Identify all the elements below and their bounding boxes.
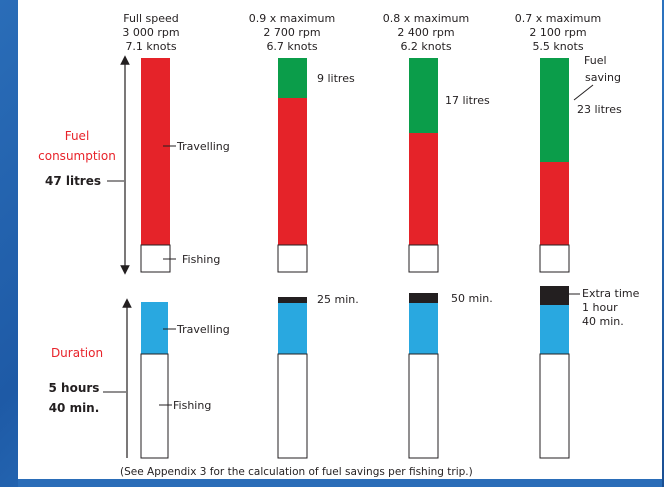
fuel-bar-3-saving <box>409 58 438 133</box>
duration-bar-2 <box>277 297 308 459</box>
column-2-knots: 6.7 knots <box>266 40 317 53</box>
fuel-bar-2-travelling <box>278 98 307 245</box>
duration-bar-3-travelling <box>409 303 438 354</box>
footnote: (See Appendix 3 for the calculation of f… <box>120 466 473 478</box>
fuel-bar-2-saving <box>278 58 307 98</box>
duration-total-line2: 40 min. <box>49 401 100 415</box>
column-header-4: 0.7 x maximum 2 100 rpm 5.5 knots <box>515 12 601 53</box>
fuel-bar-3 <box>408 58 439 273</box>
fuel-bar-2 <box>277 58 308 273</box>
column-4-speed: 0.7 x maximum <box>515 12 601 25</box>
fuel-saving-word-line1: Fuel <box>584 54 607 67</box>
duration-extra-time-line3: 40 min. <box>582 315 624 328</box>
duration-bar-2-fishing <box>277 353 308 459</box>
fuel-saving-leader <box>573 84 594 101</box>
duration-bar-3-fishing <box>408 353 439 459</box>
fuel-travelling-label: Travelling <box>176 140 230 153</box>
duration-bar-4-extra <box>540 286 569 305</box>
fuel-bar-4-travelling <box>540 162 569 245</box>
column-header-2: 0.9 x maximum 2 700 rpm 6.7 knots <box>249 12 335 53</box>
fuel-bar-4-fishing <box>539 244 570 273</box>
duration-bar-4-fishing <box>539 353 570 459</box>
column-3-speed: 0.8 x maximum <box>383 12 469 25</box>
fuel-label-line1: Fuel <box>65 129 90 143</box>
fuel-saving-4-label: 23 litres <box>577 103 622 116</box>
duration-bar-1-travelling <box>141 302 168 354</box>
fuel-duration-diagram: Full speed 3 000 rpm 7.1 knots 0.9 x max… <box>38 12 640 478</box>
column-3-rpm: 2 400 rpm <box>397 26 454 39</box>
duration-bar-2-extra <box>278 297 307 303</box>
diagram-panel: Full speed 3 000 rpm 7.1 knots 0.9 x max… <box>18 0 662 487</box>
duration-extra-time-line2: 1 hour <box>582 301 618 314</box>
fuel-fishing-label: Fishing <box>182 253 220 266</box>
fuel-bar-3-fishing <box>408 244 439 273</box>
duration-label: Duration <box>51 346 103 360</box>
column-2-speed: 0.9 x maximum <box>249 12 335 25</box>
column-4-rpm: 2 100 rpm <box>529 26 586 39</box>
fuel-bar-4 <box>539 58 570 273</box>
column-4-knots: 5.5 knots <box>532 40 583 53</box>
duration-extra-3-label: 50 min. <box>451 292 493 305</box>
fuel-bar-1 <box>140 58 171 273</box>
column-1-speed: Full speed <box>123 12 179 25</box>
column-3-knots: 6.2 knots <box>400 40 451 53</box>
fuel-bar-2-fishing <box>277 244 308 273</box>
duration-extra-2-label: 25 min. <box>317 293 359 306</box>
column-1-knots: 7.1 knots <box>125 40 176 53</box>
duration-bar-4-travelling <box>540 305 569 354</box>
duration-total-line1: 5 hours <box>49 381 100 395</box>
fuel-saving-2-label: 9 litres <box>317 72 355 85</box>
fuel-saving-3-label: 17 litres <box>445 94 490 107</box>
duration-bar-3-extra <box>409 293 438 303</box>
duration-extra-time-line1: Extra time <box>582 287 640 300</box>
column-header-1: Full speed 3 000 rpm 7.1 knots <box>122 12 179 53</box>
column-header-3: 0.8 x maximum 2 400 rpm 6.2 knots <box>383 12 469 53</box>
duration-bar-1 <box>140 302 169 459</box>
background-band <box>18 479 662 487</box>
duration-fishing-label: Fishing <box>173 399 211 412</box>
column-1-rpm: 3 000 rpm <box>122 26 179 39</box>
duration-bar-1-fishing <box>140 353 169 459</box>
fuel-saving-word-line2: saving <box>585 71 621 84</box>
duration-travelling-label: Travelling <box>176 323 230 336</box>
fuel-bar-1-travelling <box>141 58 170 245</box>
fuel-bar-3-travelling <box>409 133 438 245</box>
duration-bar-2-travelling <box>278 303 307 354</box>
column-2-rpm: 2 700 rpm <box>263 26 320 39</box>
fuel-total-label: 47 litres <box>45 174 101 188</box>
duration-bar-3 <box>408 293 439 459</box>
fuel-bar-4-saving <box>540 58 569 162</box>
duration-bar-4 <box>539 286 570 459</box>
fuel-label-line2: consumption <box>38 149 116 163</box>
